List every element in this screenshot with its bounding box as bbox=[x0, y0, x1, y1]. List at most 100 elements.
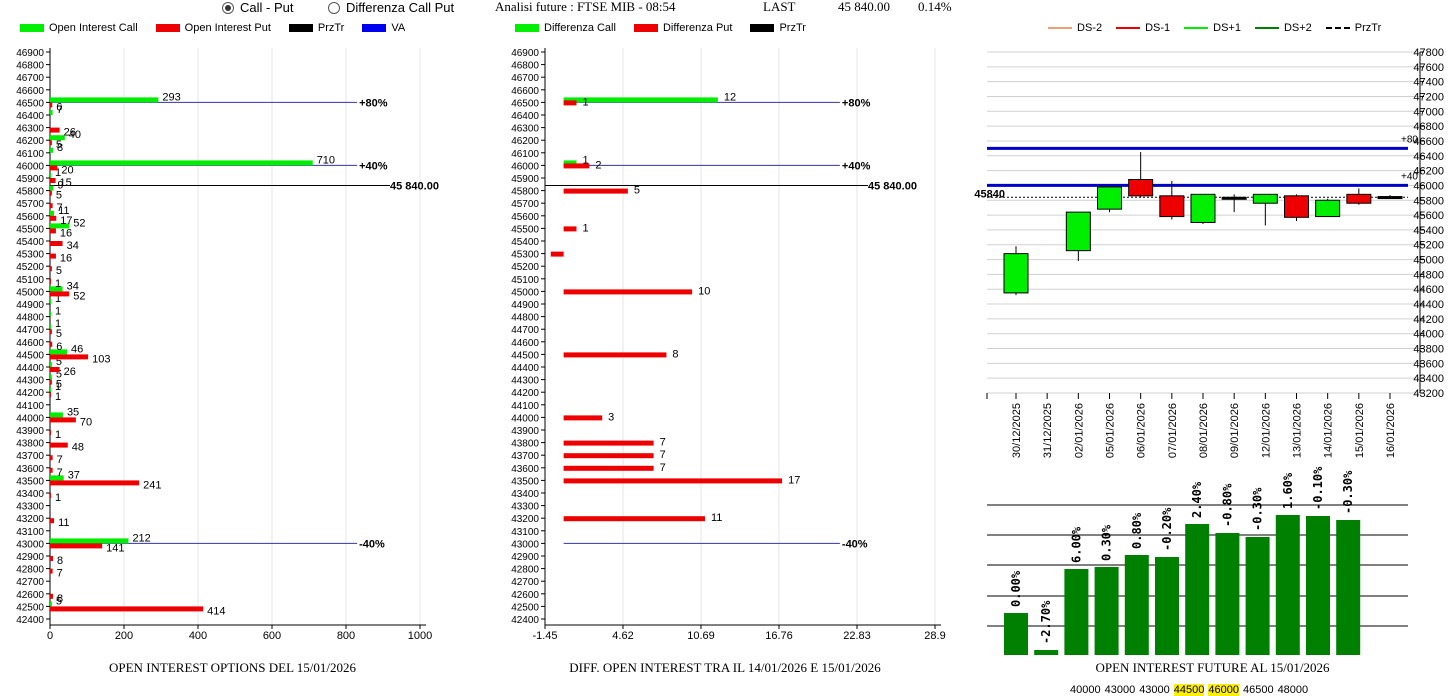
candle-body bbox=[1315, 199, 1341, 218]
strip-value: 43000 bbox=[1104, 684, 1136, 696]
bar-put bbox=[50, 430, 51, 435]
bar-put bbox=[50, 341, 53, 347]
bar-put bbox=[50, 190, 52, 196]
chart-title-diff: DIFF. OPEN INTEREST TRA IL 14/01/2026 E … bbox=[569, 660, 881, 675]
legend-label: DS+1 bbox=[1213, 22, 1241, 34]
radio-dot-selected[interactable] bbox=[222, 1, 234, 14]
x-tick-label: 22.83 bbox=[843, 630, 871, 642]
y-tick-label: 42900 bbox=[16, 552, 44, 563]
x-tick-label: 400 bbox=[189, 630, 207, 642]
bar-put bbox=[50, 140, 52, 146]
bar-put bbox=[50, 493, 51, 498]
bar-call bbox=[50, 97, 159, 103]
bar-label-put: 1 bbox=[582, 222, 588, 234]
bar-put bbox=[563, 188, 628, 194]
bar-put bbox=[50, 278, 51, 284]
y-tick-label: 42700 bbox=[16, 577, 44, 588]
bar-put bbox=[50, 291, 70, 297]
bar-label-put: 5 bbox=[56, 139, 62, 151]
y-tick-label: 46400 bbox=[511, 111, 539, 122]
radio-diff[interactable]: Differenza Call Put bbox=[328, 0, 454, 15]
x-tick-label: 02/01/2026 bbox=[1073, 403, 1085, 458]
y-tick-label: 42900 bbox=[511, 552, 539, 563]
bar-label-put: 20 bbox=[61, 164, 73, 176]
y-tick-label: 45400 bbox=[16, 237, 44, 248]
bar-label-put: 16 bbox=[60, 253, 72, 265]
y-tick-label: 46100 bbox=[16, 149, 44, 160]
last-change: 0.14% bbox=[918, 0, 952, 14]
va-label: -40% bbox=[359, 538, 385, 550]
y-tick-label: 47400 bbox=[1413, 77, 1444, 89]
x-tick-label: 800 bbox=[337, 630, 355, 642]
legend-label: Differenza Put bbox=[662, 22, 733, 34]
y-tick-label: 45700 bbox=[16, 199, 44, 210]
bar-label-put: 7 bbox=[57, 202, 63, 214]
bar-label-put: 11 bbox=[711, 512, 722, 524]
x-tick-label: 13/01/2026 bbox=[1292, 403, 1304, 458]
legend-item: PrzTr bbox=[288, 22, 344, 34]
y-tick-label: 45600 bbox=[16, 212, 44, 223]
legend-label: DS-1 bbox=[1145, 22, 1171, 34]
x-tick-label: 28.9 bbox=[924, 630, 945, 642]
strip-value: 48000 bbox=[1277, 684, 1309, 696]
strip-value: 43000 bbox=[1139, 684, 1170, 696]
future-oi-bar-label: -0.30% bbox=[1251, 487, 1265, 531]
bar-put bbox=[50, 518, 55, 524]
x-tick-label: 14/01/2026 bbox=[1323, 403, 1335, 458]
y-tick-label: 47000 bbox=[1413, 106, 1444, 118]
bar-call bbox=[50, 210, 55, 216]
bar-call bbox=[50, 160, 313, 166]
future-oi-bar bbox=[1004, 613, 1028, 655]
bar-put bbox=[50, 127, 60, 133]
legend-line-ds+1 bbox=[1184, 27, 1209, 29]
bar-put bbox=[563, 163, 590, 169]
y-tick-label: 43100 bbox=[16, 527, 44, 538]
y-tick-label: 45200 bbox=[16, 262, 44, 273]
y-tick-label: 43800 bbox=[511, 439, 539, 450]
y-tick-label: 43300 bbox=[16, 502, 44, 513]
bar-label-call: 37 bbox=[68, 469, 80, 481]
y-tick-label: 44000 bbox=[511, 413, 539, 424]
bar-label-put: 2 bbox=[595, 159, 601, 171]
future-oi-bar bbox=[1245, 537, 1270, 655]
x-tick-label: 16/01/2026 bbox=[1385, 403, 1397, 458]
legend-swatch-przTr bbox=[288, 24, 313, 32]
bar-put bbox=[50, 354, 89, 360]
bar-label-call: 1 bbox=[55, 167, 61, 179]
y-tick-label: 43300 bbox=[511, 502, 539, 513]
bar-put bbox=[563, 226, 577, 232]
y-tick-label: 45200 bbox=[1413, 240, 1444, 252]
future-oi-bar bbox=[1124, 555, 1149, 655]
y-tick-label: 45800 bbox=[511, 187, 539, 198]
bar-label-put: 6 bbox=[56, 101, 62, 113]
candle-body bbox=[1190, 193, 1216, 223]
y-tick-label: 43000 bbox=[511, 539, 539, 550]
y-tick-label: 44500 bbox=[511, 350, 539, 361]
bar-label-put: 48 bbox=[72, 442, 84, 454]
radio-call-put-label: Call - Put bbox=[240, 0, 294, 15]
legend-item: Open Interest Put bbox=[155, 22, 271, 34]
bar-put bbox=[50, 203, 53, 209]
y-tick-label: 44700 bbox=[511, 325, 539, 336]
legend-label: PrzTr bbox=[779, 22, 806, 34]
x-tick-label: 06/01/2026 bbox=[1136, 403, 1148, 458]
y-tick-label: 44900 bbox=[511, 300, 539, 311]
legend-item: Open Interest Call bbox=[20, 22, 138, 34]
bar-label-call: 12 bbox=[724, 91, 736, 103]
y-tick-label: 45900 bbox=[511, 174, 539, 185]
y-tick-label: 43800 bbox=[16, 439, 44, 450]
legend-swatch-put bbox=[633, 24, 658, 32]
y-tick-label: 43500 bbox=[16, 476, 44, 487]
y-tick-label: 44200 bbox=[16, 388, 44, 399]
radio-dot[interactable] bbox=[328, 1, 340, 14]
y-tick-label: 43100 bbox=[511, 527, 539, 538]
y-tick-label: 46600 bbox=[511, 86, 539, 97]
x-tick-label: 31/12/2025 bbox=[1042, 403, 1054, 458]
candle-body bbox=[1252, 193, 1278, 204]
x-tick-label: 16.76 bbox=[765, 630, 793, 642]
bar-label-put: 16 bbox=[60, 227, 72, 239]
radio-call-put[interactable]: Call - Put bbox=[222, 0, 293, 15]
bar-put bbox=[50, 165, 58, 171]
bar-put bbox=[563, 100, 577, 106]
y-tick-label: 44100 bbox=[511, 401, 539, 412]
